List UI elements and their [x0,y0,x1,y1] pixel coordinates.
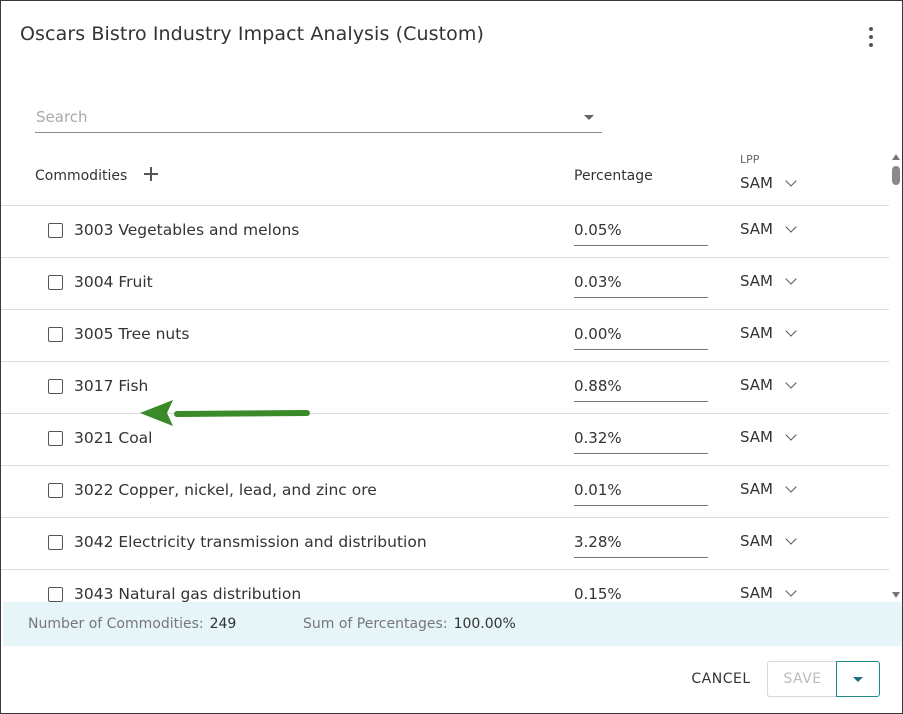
percentage-sum: Sum of Percentages: 100.00% [303,616,516,632]
lpp-select[interactable]: SAM [740,584,797,602]
commodity-list: 3003 Vegetables and melons 0.05% SAM 300… [1,206,889,602]
percentage-sum-value: 100.00% [453,616,516,632]
lpp-all-value: SAM [740,174,774,192]
chevron-down-icon [785,584,797,597]
chevron-down-icon [785,272,797,285]
commodity-name: 3017 Fish [74,377,149,395]
add-commodity-plus-icon[interactable] [142,165,160,183]
search-input[interactable] [35,104,565,130]
row-checkbox[interactable] [48,587,63,602]
lpp-value: SAM [740,480,774,498]
row-checkbox[interactable] [48,483,63,498]
row-checkbox[interactable] [48,275,63,290]
row-checkbox[interactable] [48,535,63,550]
chevron-down-icon [785,376,797,389]
kebab-menu-icon[interactable] [861,25,881,49]
percentage-header: Percentage [574,168,653,184]
row-checkbox[interactable] [48,379,63,394]
commodity-name: 3004 Fruit [74,273,153,291]
row-checkbox[interactable] [48,431,63,446]
percentage-sum-label: Sum of Percentages: [303,616,448,632]
lpp-value: SAM [740,220,774,238]
table-row: 3042 Electricity transmission and distri… [1,518,889,570]
percentage-input[interactable]: 0.01% [574,478,708,506]
percentage-input[interactable]: 0.05% [574,218,708,246]
lpp-select[interactable]: SAM [740,428,797,446]
lpp-select[interactable]: SAM [740,376,797,394]
table-row: 3043 Natural gas distribution 0.15% SAM [1,570,889,602]
summary-bar: Number of Commodities: 249 Sum of Percent… [3,602,902,646]
lpp-select[interactable]: SAM [740,272,797,290]
lpp-value: SAM [740,428,774,446]
caret-down-icon [853,677,863,682]
dropdown-caret-icon[interactable] [584,115,594,120]
lpp-value: SAM [740,584,774,602]
chevron-down-icon [785,428,797,441]
row-checkbox[interactable] [48,327,63,342]
table-header: Commodities Percentage LPP SAM [1,146,889,206]
table-row: 3017 Fish 0.88% SAM [1,362,889,414]
lpp-value: SAM [740,324,774,342]
percentage-input[interactable]: 3.28% [574,530,708,558]
lpp-select[interactable]: SAM [740,480,797,498]
chevron-down-icon [785,480,797,493]
vertical-scrollbar[interactable] [889,151,902,602]
save-options-dropdown[interactable] [836,661,880,697]
lpp-all-select[interactable]: SAM [740,174,797,192]
scroll-up-icon[interactable] [892,154,900,160]
lpp-value: SAM [740,272,774,290]
percentage-input[interactable]: 0.15% [574,582,708,602]
table-row: 3021 Coal 0.32% SAM [1,414,889,466]
lpp-select[interactable]: SAM [740,220,797,238]
save-button[interactable]: SAVE [767,661,837,697]
commodity-name: 3022 Copper, nickel, lead, and zinc ore [74,481,377,499]
dialog-title: Oscars Bistro Industry Impact Analysis (… [20,23,484,45]
commodity-name: 3021 Coal [74,429,153,447]
chevron-down-icon [785,220,797,233]
lpp-select[interactable]: SAM [740,324,797,342]
percentage-input[interactable]: 0.88% [574,374,708,402]
commodity-name: 3042 Electricity transmission and distri… [74,533,427,551]
lpp-value: SAM [740,376,774,394]
lpp-select[interactable]: SAM [740,532,797,550]
table-row: 3005 Tree nuts 0.00% SAM [1,310,889,362]
scroll-thumb[interactable] [892,166,900,185]
commodity-count: Number of Commodities: 249 [28,616,236,632]
commodity-name: 3003 Vegetables and melons [74,221,300,239]
lpp-header-label: LPP [740,153,760,166]
commodity-count-value: 249 [209,616,237,632]
lpp-value: SAM [740,532,774,550]
percentage-input[interactable]: 0.32% [574,426,708,454]
percentage-input[interactable]: 0.00% [574,322,708,350]
search-combobox[interactable] [35,104,602,133]
scroll-down-icon[interactable] [892,592,900,598]
percentage-input[interactable]: 0.03% [574,270,708,298]
commodity-name: 3043 Natural gas distribution [74,585,302,602]
cancel-button[interactable]: CANCEL [685,665,757,693]
commodity-name: 3005 Tree nuts [74,325,190,343]
table-row: 3004 Fruit 0.03% SAM [1,258,889,310]
chevron-down-icon [785,532,797,545]
table-row: 3022 Copper, nickel, lead, and zinc ore … [1,466,889,518]
chevron-down-icon [785,174,797,187]
commodity-count-label: Number of Commodities: [28,616,204,632]
table-row: 3003 Vegetables and melons 0.05% SAM [1,206,889,258]
chevron-down-icon [785,324,797,337]
row-checkbox[interactable] [48,223,63,238]
commodities-header: Commodities [35,168,128,184]
